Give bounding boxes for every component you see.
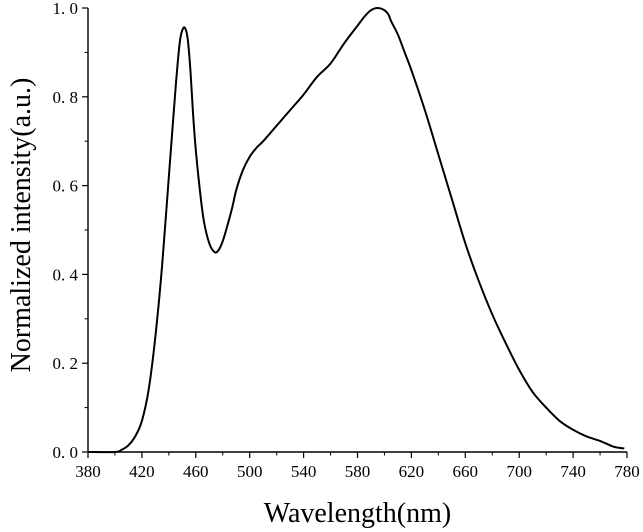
x-tick-label: 500	[237, 462, 263, 481]
x-tick-label: 580	[345, 462, 371, 481]
x-tick-label: 780	[614, 462, 640, 481]
x-tick-label: 660	[453, 462, 479, 481]
x-tick-label: 700	[506, 462, 532, 481]
y-tick-label: 0. 0	[53, 443, 79, 462]
x-tick-label: 540	[291, 462, 317, 481]
x-tick-label: 380	[75, 462, 101, 481]
x-tick-label: 460	[183, 462, 209, 481]
y-axis-title: Normalized intensity(a.u.)	[6, 78, 37, 373]
plot-area: 380 420 460 500 540 580 620 660 700 740 780 0. 0 0. …	[53, 0, 640, 481]
x-tick-label: 740	[560, 462, 586, 481]
y-tick-label: 0. 8	[53, 88, 79, 107]
x-axis-title: Wavelength(nm)	[264, 498, 451, 529]
series-line	[87, 7, 625, 454]
x-tick-label: 620	[399, 462, 425, 481]
x-tick-label: 420	[129, 462, 155, 481]
y-tick-label: 1. 0	[53, 0, 79, 18]
y-tick-label: 0. 4	[53, 265, 79, 284]
y-tick-label: 0. 2	[53, 354, 79, 373]
y-tick-label: 0. 6	[53, 177, 79, 196]
